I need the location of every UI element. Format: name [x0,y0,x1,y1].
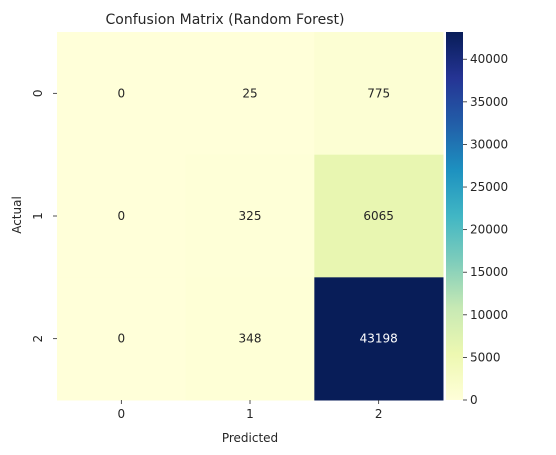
heatmap-cell-r1-c2 [314,154,444,278]
heatmap-cell-r0-c2 [314,32,444,156]
y-tick-label: 2 [31,335,45,343]
colorbar-tick-label: 25000 [470,180,508,194]
heatmap-cell-r2-c2 [314,277,444,401]
y-axis-label: Actual [10,196,24,234]
colorbar-tick-label: 15000 [470,265,508,279]
y-tick-label: 0 [31,90,45,98]
heatmap-cell-r2-c0 [57,277,187,401]
heatmap-cell-labels: 0 25 775 0 325 6065 0 348 43198 [118,86,398,345]
cell-value-label: 775 [367,86,390,100]
x-axis-label: Predicted [222,431,278,445]
cell-value-label: 6065 [363,209,394,223]
heatmap-cell-r1-c1 [185,154,315,278]
cell-value-label: 0 [118,332,126,346]
cell-value-label: 0 [118,209,126,223]
colorbar-tick-label: 40000 [470,52,508,66]
heatmap-cell-r0-c0 [57,32,187,156]
cell-value-label: 325 [239,209,262,223]
x-axis: 0 1 2 [118,400,383,421]
x-tick-label: 0 [118,407,126,421]
x-tick-label: 2 [375,407,383,421]
cell-value-label: 25 [242,86,257,100]
colorbar-tick-label: 30000 [470,137,508,151]
x-tick-label: 1 [246,407,254,421]
colorbar-axis: 0 5000 10000 15000 20000 25000 30000 35000 40000 [463,52,508,407]
heatmap-cell-r0-c1 [185,32,315,156]
chart-title: Confusion Matrix (Random Forest) [106,12,345,28]
y-tick-label: 1 [31,212,45,220]
colorbar-tick-label: 35000 [470,95,508,109]
colorbar [446,32,463,400]
cell-value-label: 348 [239,332,262,346]
heatmap-cell-r2-c1 [185,277,315,401]
heatmap-cells [57,32,444,401]
colorbar-tick-label: 20000 [470,223,508,237]
heatmap-cell-r1-c0 [57,154,187,278]
y-axis: 0 1 2 [31,90,57,343]
cell-value-label: 43198 [360,332,398,346]
colorbar-tick-label: 5000 [470,350,501,364]
colorbar-tick-label: 0 [470,393,478,407]
colorbar-tick-label: 10000 [470,308,508,322]
cell-value-label: 0 [118,86,126,100]
